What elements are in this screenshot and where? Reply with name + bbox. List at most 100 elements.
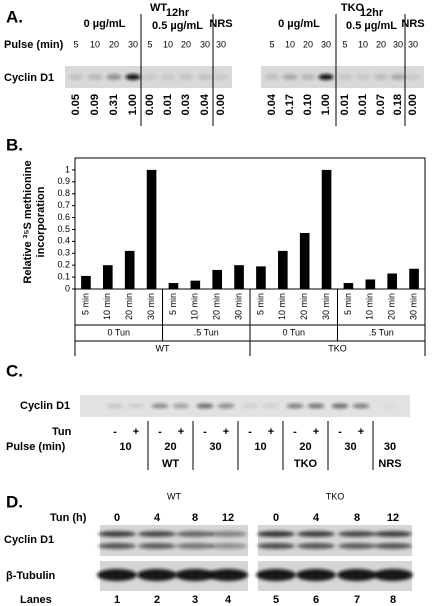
y-tick-label: 0.2 xyxy=(57,260,70,270)
group-label: TKO xyxy=(294,458,318,470)
x-tick-label: 20 min xyxy=(387,293,397,320)
quantification: 0.17 xyxy=(284,94,296,115)
band xyxy=(297,543,335,549)
pulse: 20 xyxy=(164,441,176,453)
panel-label: A. xyxy=(6,7,23,26)
bar xyxy=(234,265,244,289)
y-tick-label: 0.5 xyxy=(57,224,70,234)
quantification: 0.00 xyxy=(407,94,419,115)
group-label: NRS xyxy=(378,458,401,470)
band xyxy=(98,543,136,549)
band xyxy=(307,403,325,409)
band xyxy=(172,403,190,409)
dose: 0 µg/mL xyxy=(278,18,320,30)
band xyxy=(262,403,280,409)
y-tick-label: 0 xyxy=(65,283,70,293)
tun-sign: + xyxy=(358,426,364,438)
panel-label: B. xyxy=(6,135,23,154)
y-tick-label: 1 xyxy=(65,164,70,174)
tun-time: 4 xyxy=(313,512,320,524)
band xyxy=(296,569,336,581)
pulse: 30 xyxy=(393,39,403,49)
group-label: .5 Tun xyxy=(369,327,394,337)
band xyxy=(264,74,280,80)
tun-time: 12 xyxy=(222,512,234,524)
band xyxy=(196,403,214,409)
pulse: 5 xyxy=(342,39,347,49)
tun-sign: - xyxy=(293,426,297,438)
y-tick-label: 0.1 xyxy=(57,271,70,281)
lane-number: 3 xyxy=(192,594,198,606)
band xyxy=(373,74,389,80)
band xyxy=(151,403,169,409)
band xyxy=(338,531,376,537)
tun-label: Tun (h) xyxy=(50,512,87,524)
band xyxy=(355,74,371,80)
group-label: 0 Tun xyxy=(282,327,305,337)
lanes-label: Lanes xyxy=(20,594,52,606)
pulse: 30 xyxy=(321,39,331,49)
x-tick-label: 30 min xyxy=(408,293,418,320)
quantification: 0.18 xyxy=(392,94,404,115)
bar xyxy=(387,273,397,289)
band xyxy=(176,543,214,549)
bar xyxy=(256,266,266,289)
control: NRS xyxy=(401,18,424,30)
y-tick-label: 0.6 xyxy=(57,212,70,222)
band xyxy=(337,74,353,80)
pulse: 30 xyxy=(408,39,418,49)
band xyxy=(300,74,316,80)
lane-number: 2 xyxy=(154,594,160,606)
y-tick-label: 0.9 xyxy=(57,176,70,186)
x-tick-label: 10 min xyxy=(190,293,200,320)
band xyxy=(374,543,412,549)
time: 12hr xyxy=(360,7,384,19)
pulse: 10 xyxy=(254,441,266,453)
pulse-label: Pulse (min) xyxy=(6,441,66,453)
row-label: Cyclin D1 xyxy=(20,400,70,412)
y-axis-label: incorporation xyxy=(35,186,47,257)
band xyxy=(68,74,84,80)
group-label: TKO xyxy=(326,491,345,501)
tun-sign: - xyxy=(248,426,252,438)
pulse: 20 xyxy=(109,39,119,49)
pulse: 10 xyxy=(358,39,368,49)
bar xyxy=(190,280,201,289)
pulse: 30 xyxy=(200,39,210,49)
band xyxy=(87,74,103,80)
pulse: 30 xyxy=(344,441,356,453)
lane-number: 6 xyxy=(313,594,319,606)
y-tick-label: 0.4 xyxy=(57,236,70,246)
band xyxy=(127,403,145,409)
bar xyxy=(365,279,376,289)
tun-sign: - xyxy=(338,426,342,438)
super-group-label: TKO xyxy=(328,343,347,353)
tun-time: 0 xyxy=(273,512,279,524)
x-tick-label: 10 min xyxy=(277,293,287,320)
row-label: Cyclin D1 xyxy=(4,534,54,546)
quantification: 0.07 xyxy=(375,94,387,115)
tun-sign: + xyxy=(223,426,229,438)
y-tick-label: 0.8 xyxy=(57,188,70,198)
y-tick-label: 0.3 xyxy=(57,248,70,258)
bar xyxy=(343,283,354,289)
x-tick-label: 20 min xyxy=(212,293,222,320)
group-label: 0 Tun xyxy=(107,327,130,337)
blot xyxy=(258,525,412,556)
band xyxy=(297,531,335,537)
sample-name: WT xyxy=(150,2,167,14)
group-label: WT xyxy=(162,458,179,470)
x-tick-label: 10 min xyxy=(102,293,112,320)
bar xyxy=(168,283,179,289)
band xyxy=(106,403,124,409)
group-label: .5 Tun xyxy=(194,327,219,337)
bar xyxy=(103,265,113,289)
quantification: 0.01 xyxy=(339,94,351,115)
pulse: 5 xyxy=(147,39,152,49)
bar xyxy=(81,275,91,289)
band xyxy=(282,74,298,80)
band xyxy=(160,74,176,80)
bar xyxy=(278,250,288,289)
band xyxy=(257,531,295,537)
quantification: 0.05 xyxy=(70,94,82,115)
